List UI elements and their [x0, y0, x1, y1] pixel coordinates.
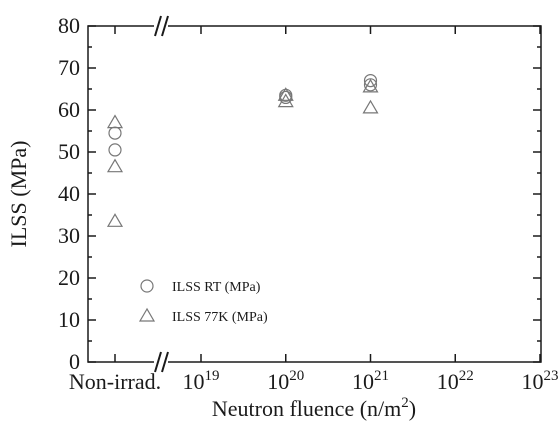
y-axis-title: ILSS (MPa)	[6, 141, 31, 248]
data-point-77k	[362, 78, 379, 93]
x-axis-title-main: Neutron fluence (n/m	[212, 396, 401, 421]
data-point-77k	[362, 99, 379, 114]
data-point-77k	[106, 114, 124, 129]
data-point-77k	[277, 87, 294, 101]
data-point-77k	[106, 213, 124, 227]
data-point-rt	[108, 143, 122, 157]
x-axis-title-sup: 2	[401, 395, 409, 411]
legend: ILSS RT (MPa) ILSS 77K (MPa)	[138, 279, 268, 325]
legend-circle-marker	[140, 279, 154, 293]
y-tick-label: 50	[58, 139, 80, 164]
axis-break-top	[154, 15, 169, 37]
x-axis-title-close: )	[409, 396, 416, 421]
legend-label-rt: ILSS RT (MPa)	[172, 280, 261, 295]
x-tick-label: 1020	[267, 368, 304, 394]
x-tick-label: 1021	[352, 368, 389, 394]
x-axis: Non-irrad. 1019 1020 1021 1022 1023	[69, 26, 559, 394]
legend-triangle-marker	[138, 307, 156, 322]
y-tick-label: 70	[58, 55, 80, 80]
legend-label-77k: ILSS 77K (MPa)	[172, 310, 268, 325]
data-point-77k	[277, 93, 294, 108]
data-point-rt	[108, 126, 122, 140]
axis-break-bottom	[154, 351, 169, 373]
y-tick-label: 30	[58, 223, 80, 248]
x-tick-label: 1022	[437, 368, 474, 394]
y-tick-label: 20	[58, 265, 80, 290]
data-point-rt	[363, 73, 378, 88]
y-axis: 0 10 20 30 40 50 60 70 80	[58, 13, 541, 374]
y-tick-label: 0	[69, 349, 80, 374]
y-tick-label: 60	[58, 97, 80, 122]
x-tick-label: Non-irrad.	[69, 369, 161, 394]
y-tick-label: 40	[58, 181, 80, 206]
y-tick-label: 80	[58, 13, 80, 38]
x-axis-title: Neutron fluence (n/m2)	[212, 395, 416, 421]
plot-frame	[87, 25, 542, 363]
y-tick-label: 10	[58, 307, 80, 332]
data-point-77k	[106, 158, 124, 173]
data-points	[106, 73, 379, 227]
x-tick-label: 1023	[522, 368, 559, 394]
x-tick-label: 1019	[183, 368, 220, 394]
